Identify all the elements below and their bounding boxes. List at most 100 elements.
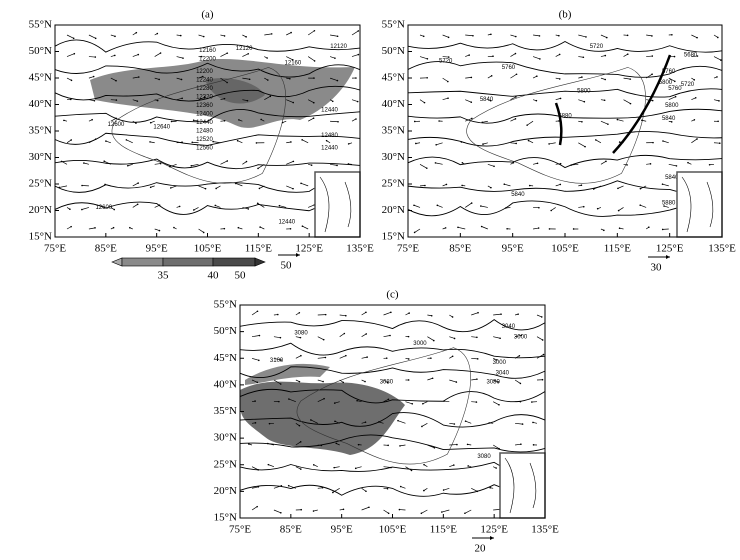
wind-head <box>518 355 521 357</box>
contour <box>239 388 546 404</box>
wind-head <box>496 359 498 361</box>
wind-head <box>438 120 440 122</box>
wind-vector <box>251 357 259 361</box>
wind-head <box>452 464 455 466</box>
wind-vector <box>259 185 265 189</box>
wind-head <box>115 117 117 120</box>
wind-vector <box>593 185 602 190</box>
wind-vector <box>437 205 443 208</box>
wind-vector <box>514 379 521 384</box>
wind-head <box>169 165 171 168</box>
map-panel: (c) 3080 3040 3000 3000 3100 3000 3040 3080 3080 3… <box>214 289 559 555</box>
wind-head <box>661 183 664 185</box>
wind-head <box>514 52 517 55</box>
wind-vector <box>618 207 624 211</box>
wind-head <box>542 353 545 356</box>
wind-vector <box>536 336 543 341</box>
wind-head <box>603 229 605 232</box>
wind-vector <box>549 142 556 145</box>
wind-vector <box>442 56 449 58</box>
wind-vector <box>536 314 542 318</box>
wind-vector <box>533 34 540 37</box>
wind-vector <box>288 485 296 489</box>
wind-head <box>526 124 528 126</box>
wind-vector <box>595 139 602 144</box>
wind-head <box>385 357 388 359</box>
contour-label: 12480 <box>196 129 213 135</box>
wind-head <box>423 489 425 492</box>
wind-vector <box>510 53 516 57</box>
wind-vector <box>242 161 247 165</box>
wind-head <box>331 100 334 103</box>
wind-head <box>720 59 722 61</box>
wind-head <box>477 311 479 314</box>
wind-vector <box>132 204 138 208</box>
wind-vector <box>127 163 133 167</box>
wind-head <box>497 381 500 383</box>
wind-vector <box>192 141 199 144</box>
wind-head <box>435 144 437 146</box>
contour-label: 12440 <box>278 220 295 226</box>
wind-head <box>570 164 573 166</box>
wind-head <box>447 36 450 39</box>
wind-head <box>662 140 664 142</box>
wind-head <box>447 56 450 58</box>
wind-head <box>292 187 294 190</box>
wind-head <box>280 511 282 514</box>
wind-head <box>191 141 194 144</box>
wind-head <box>471 117 473 120</box>
wind-head <box>718 100 720 102</box>
wind-head <box>366 356 368 358</box>
trough-line <box>554 102 563 146</box>
wind-head <box>519 400 522 403</box>
wind-head <box>397 419 399 422</box>
wind-head <box>696 55 699 57</box>
wind-head <box>716 76 718 78</box>
wind-vector <box>526 120 534 126</box>
wind-vector <box>668 96 676 100</box>
reference-head <box>296 253 300 257</box>
wind-head <box>538 35 541 37</box>
wind-head <box>433 446 436 449</box>
contour-label: 12440 <box>321 107 338 113</box>
wind-head <box>503 183 506 185</box>
wind-head <box>200 55 203 58</box>
wind-head <box>424 184 426 187</box>
wind-vector <box>504 183 511 187</box>
wind-head <box>299 468 302 470</box>
contour-label: 12120 <box>236 46 253 52</box>
lon-label: 125°E <box>295 243 323 255</box>
wind-head <box>135 122 137 124</box>
wind-head <box>136 100 139 102</box>
wind-head <box>156 99 159 102</box>
wind-head <box>490 33 492 36</box>
lon-label: 115°E <box>245 243 272 255</box>
wind-head <box>267 463 270 466</box>
wind-head <box>173 226 175 229</box>
wind-vector <box>330 120 339 123</box>
wind-head <box>498 447 500 450</box>
contour-label: 3080 <box>294 330 308 336</box>
wind-head <box>675 165 678 167</box>
wind-head <box>649 163 652 165</box>
wind-vector <box>251 335 260 338</box>
wind-head <box>298 311 301 314</box>
wind-head <box>137 182 139 184</box>
wind-head <box>204 187 207 190</box>
wind-head <box>472 34 474 37</box>
wind-vector <box>66 53 75 57</box>
lat-label: 55°N <box>382 19 405 31</box>
lon-label: 105°E <box>379 524 407 536</box>
contour-label: 12560 <box>196 146 213 152</box>
wind-vector <box>295 466 301 470</box>
wind-vector <box>471 378 477 381</box>
wind-head <box>345 354 347 357</box>
wind-vector <box>242 53 249 57</box>
wind-vector <box>61 161 68 165</box>
wind-head <box>580 184 583 187</box>
wind-head <box>234 182 237 185</box>
wind-head <box>558 34 560 37</box>
lon-label: 135°E <box>346 243 374 255</box>
wind-vector <box>449 379 457 383</box>
